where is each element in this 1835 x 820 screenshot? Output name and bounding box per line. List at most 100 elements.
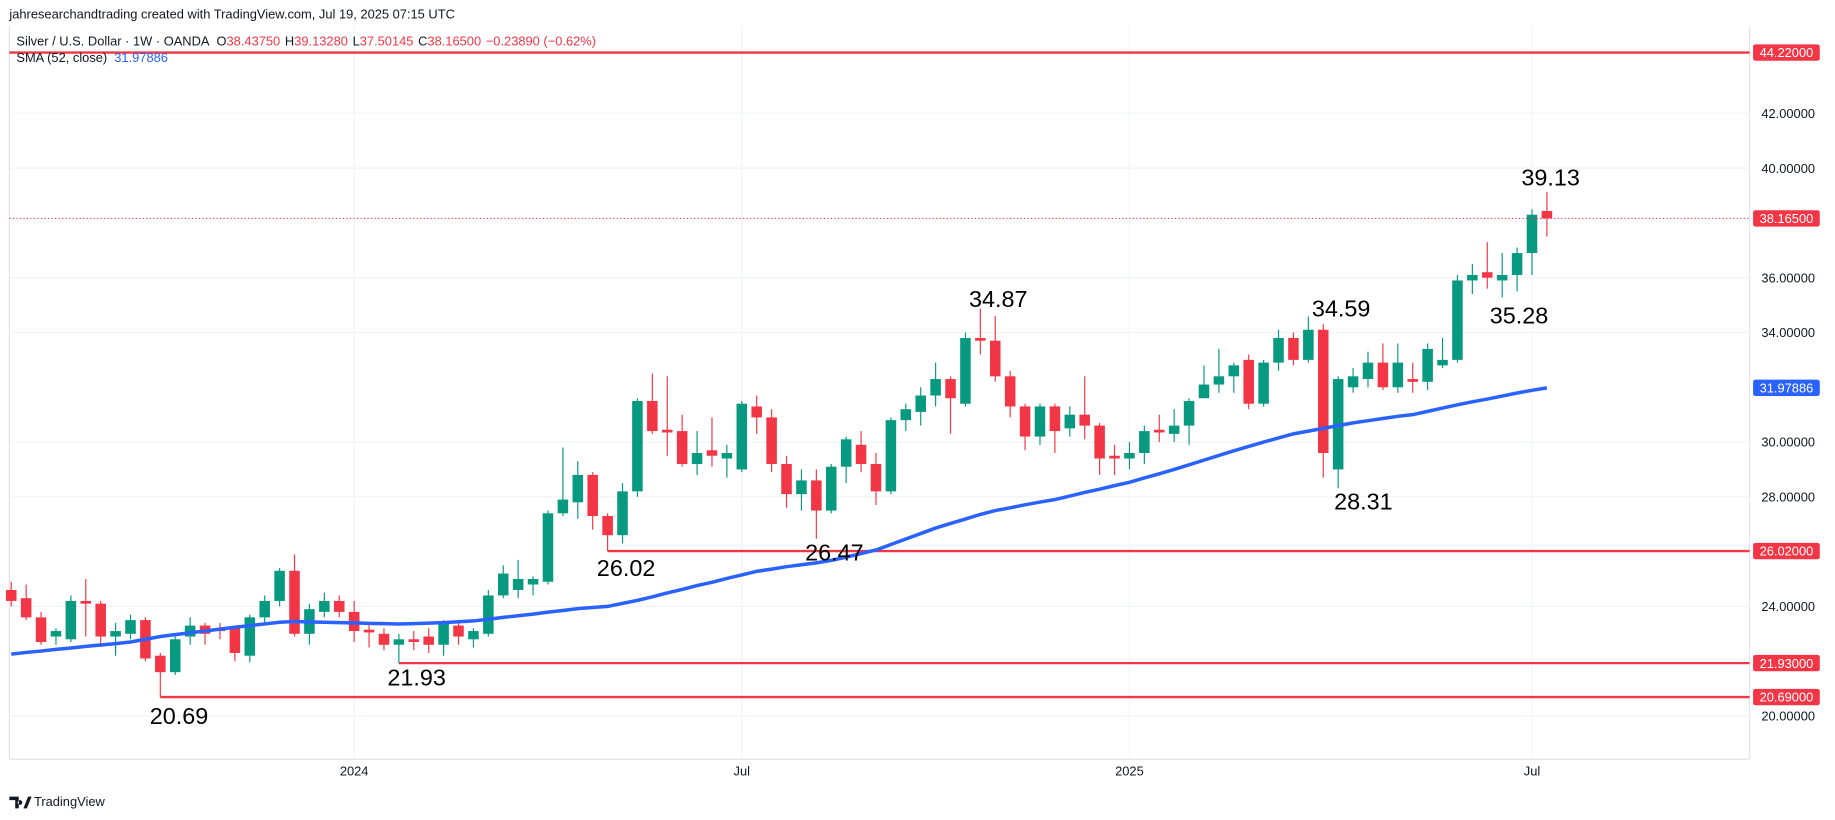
annotation: 21.93 (387, 665, 446, 691)
candle-body (796, 480, 807, 495)
ohlc-value: 37.50145 (360, 34, 414, 49)
annotation: 35.28 (1490, 303, 1549, 329)
candle-body (1228, 365, 1240, 377)
candle-body (587, 474, 598, 517)
candle-body (155, 655, 166, 673)
annotation: 34.59 (1312, 296, 1371, 322)
candle-body (169, 639, 181, 673)
level-label-box (1753, 542, 1820, 560)
sma-label: 31.97886 (1760, 381, 1814, 396)
candle-body (1481, 272, 1493, 278)
candle-body (20, 598, 32, 618)
candle-body (721, 453, 733, 459)
candle-body (453, 625, 464, 637)
level-label-box (1753, 688, 1820, 706)
grid (9, 25, 1750, 760)
level-label-box (1753, 44, 1820, 61)
candle-body (497, 573, 509, 596)
candle-body (1049, 406, 1061, 432)
annotation: 26.47 (805, 540, 864, 566)
level-label: 20.69000 (1760, 690, 1814, 705)
logo-text: TradingView (34, 794, 106, 809)
sma-line (11, 386, 1548, 656)
labels: 20.00000 24.00000 28.00000 30.00000 34.00000… (150, 44, 1820, 779)
candle-body (1243, 359, 1254, 404)
candle-body (602, 516, 613, 536)
candle-body (989, 340, 1001, 377)
y-tick-label: 42.00000 (1761, 106, 1815, 121)
candle-body (1541, 210, 1553, 219)
annotation: 28.31 (1334, 488, 1393, 514)
x-tick-label: Jul (1524, 764, 1540, 779)
last-price-label: 38.16500 (1760, 211, 1814, 226)
symbol: Silver / U.S. Dollar · 1W · OANDA (16, 34, 210, 49)
candle-body (766, 417, 777, 464)
candle-body (1362, 362, 1374, 380)
candle-body (870, 463, 882, 492)
candle-body (50, 631, 62, 637)
candle-body (378, 633, 390, 645)
last-price-box (1753, 210, 1820, 227)
ohlc-key: L (353, 34, 360, 49)
candle-body (289, 570, 300, 634)
candle-body (1079, 414, 1090, 426)
candle-body (1183, 400, 1195, 426)
candle-body (647, 400, 658, 432)
candle-body (572, 474, 584, 503)
candle-body (885, 420, 897, 492)
symbol-legend: Silver / U.S. Dollar · 1W · OANDA O38.437… (16, 34, 596, 49)
candle-body (363, 629, 375, 633)
candle-body (676, 431, 688, 464)
candle-body (915, 395, 926, 412)
candle-body (945, 379, 956, 399)
y-tick-label: 34.00000 (1761, 325, 1815, 340)
candle-body (1407, 379, 1418, 382)
candle-body (1153, 429, 1165, 433)
change: −0.23890 (−0.62%) (486, 34, 596, 49)
candle-body (1347, 376, 1359, 388)
candle-body (691, 453, 703, 464)
marks (5, 51, 1750, 699)
candle-body (1168, 425, 1180, 434)
level-label-box (1753, 654, 1820, 672)
candle-body (1496, 274, 1508, 281)
logo: TradingView (9, 794, 105, 809)
candle-body (781, 463, 792, 495)
candle-body (229, 628, 241, 653)
candle-body (259, 600, 270, 618)
candle-body (557, 499, 569, 514)
candle-body (1273, 337, 1284, 363)
x-tick-label: 2024 (340, 764, 369, 779)
candle-body (1004, 376, 1016, 407)
candle-body (274, 570, 285, 601)
candle-body (110, 631, 121, 637)
candle-body (1109, 455, 1120, 459)
candle-body (840, 439, 852, 467)
candle-body (1139, 431, 1150, 454)
candle-body (900, 409, 912, 421)
annotation: 34.87 (969, 286, 1028, 312)
ohlc-value: 39.13280 (294, 34, 348, 49)
candle-body (5, 589, 17, 601)
y-tick-label: 36.00000 (1761, 270, 1815, 285)
level-label: 44.22000 (1760, 45, 1814, 60)
candle-body (1019, 406, 1031, 437)
candle-body (617, 491, 628, 536)
candle-body (1511, 253, 1523, 275)
candle-body (65, 600, 77, 640)
candle-body (825, 466, 837, 511)
candle-body (319, 600, 330, 612)
candle-body (930, 379, 941, 396)
annotation: 39.13 (1521, 165, 1580, 191)
candle-body (468, 631, 479, 640)
level-label: 26.02000 (1760, 544, 1814, 559)
ohlc-key: O (217, 34, 227, 49)
candle-body (1317, 329, 1329, 454)
annotation: 20.69 (150, 703, 209, 729)
candle-body (1064, 414, 1076, 429)
candle-body (1288, 337, 1299, 360)
x-tick-label: 2025 (1115, 764, 1144, 779)
candle-body (35, 617, 47, 643)
